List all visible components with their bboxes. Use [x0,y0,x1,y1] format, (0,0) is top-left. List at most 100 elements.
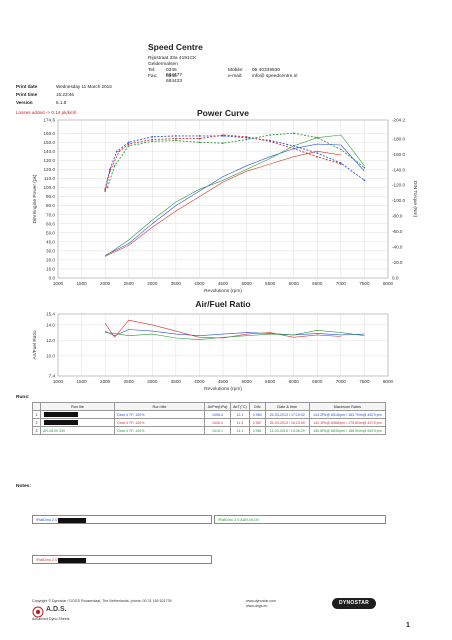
data-point [113,164,116,167]
data-point [127,141,130,144]
y-tick-label: 150.0 [44,140,56,145]
x-tick-label: 2000 [100,281,111,286]
ads-logo-icon [32,606,44,618]
y-tick-label: 160.0 [44,131,56,136]
ads-subtitle: Advanced Dyno Sheets [32,617,70,621]
data-point [175,137,177,140]
x-tick-label: 5000 [241,379,252,384]
data-point [127,143,130,145]
data-point [175,135,177,137]
print-time: 15:23:46 [56,92,74,97]
data-point [363,166,366,169]
x-tick-label: 1000 [53,281,64,286]
company-city: Geldermalsen [148,62,178,67]
table-row: 2 Gear 4 TF: 100% 1006.4 11.3 0.987 25-03-201… [32,418,387,427]
dynostar-logo: DYNOSTAR [332,598,376,609]
x-tick-label: 7500 [359,379,370,384]
data-point [222,134,224,136]
y2-tick-label: -160.0 [392,152,405,157]
email-value: info@ speedcentre.nl [252,74,298,79]
runs-header-pressure: AirPre(hPa) [204,402,231,411]
company-email: e-mail: info@ speedcentre.nl [228,74,297,79]
y-tick-label: 14.0 [46,322,55,327]
runs-header-max: Maximum Rates [308,402,387,411]
chart-title: Air/Fuel Ratio [195,299,250,309]
y2-tick-label: -120.0 [392,183,405,188]
y-tick-label: 120.0 [44,167,56,172]
run-cell-title: Gear 4 TF: 100% [114,418,205,427]
note-run-3: iFlatDino 2.0 AAR-06.00 [214,515,386,524]
company-address: Rijnstraat 33a 4191CK [148,56,197,61]
x-tick-label: 1000 [53,379,64,384]
data-point [104,190,106,192]
run-cell-pressure: 1006.4 [204,410,231,419]
fax-value: 0345 684433 [166,74,183,85]
y2-tick-label: -204.2 [392,118,405,123]
y-tick-label: 10.0 [46,267,55,272]
runs-table: Run file Run title AirPre(hPa) AirT(°C) … [32,402,387,435]
run-cell-file: AR-06.00.330 [40,426,115,435]
x-tick-label: 2500 [124,379,135,384]
run-cell-din: 0.980 [248,410,266,419]
air-fuel-chart: Air/Fuel Ratio 1000 1500 2000 2500 3000 3500 40… [32,299,394,392]
y-axis-label: DIN Engine Power (pk) [32,174,38,223]
tel-label: Tel: [148,68,156,73]
y-tick-label: 15.4 [46,312,55,317]
version-label: Version [16,100,33,105]
data-point [175,139,177,142]
x-tick-label: 8000 [383,281,394,286]
data-point [109,170,111,173]
mobile-value: 06 40339830 [252,68,281,73]
footer-copyright: Copyright © Dynostar / DOGS Roosendaal, … [32,599,172,603]
x-tick-label: 7500 [359,281,370,286]
data-point [222,142,224,144]
x-tick-label: 2000 [100,379,111,384]
y-tick-label: 40.0 [46,239,55,244]
y-axis-label: Air/Fuel Ratio [32,330,38,359]
print-date-label: Print date [16,84,38,89]
note-run-2-text: iFlatDino 2.0 [36,558,58,562]
y-tick-label: 174.6 [44,118,56,123]
x-tick-label: 2500 [124,281,135,286]
data-point [198,141,201,144]
y-tick-label: 12.0 [46,338,55,343]
y2-tick-label: -60.0 [392,229,403,234]
email-label: e-mail: [228,74,243,79]
run-cell-title: Gear 4 TF: 100% [114,410,205,419]
x-tick-label: 7000 [336,379,347,384]
data-point [245,136,248,138]
series-line [104,150,341,257]
y-tick-label: 7.4 [49,374,56,379]
y2-tick-label: -20.0 [392,260,403,265]
print-date: Wednesday 11 March 2015 [56,84,112,89]
ads-name: A.D.S. [46,606,67,613]
y-tick-label: 140.0 [44,149,56,154]
data-point [118,150,121,153]
run-cell-pressure: 1015.1 [204,426,231,435]
y2-axis-label: DIN Torque (Nm) [412,181,418,218]
x-tick-label: 4500 [218,379,229,384]
y-tick-label: 30.0 [46,248,55,253]
print-time-label: Print time [16,92,38,97]
data-point [245,138,248,141]
run-cell-file [40,418,115,427]
data-point [363,179,366,182]
run-cell-num: 3 [32,426,41,435]
mobile-label: Mobile: [228,68,244,73]
x-tick-label: 1500 [76,281,87,286]
data-point [151,138,154,141]
footer-web-2: www.dogs.eu [246,604,268,608]
page-number: 1 [406,622,410,629]
y2-tick-label: -140.0 [392,167,405,172]
run-cell-datetime: 25-03-2013 / 17:10:02 [264,410,310,419]
run-cell-max: 144.2Pk@ 6516rpm / 183.7Nm@ 4527rpm [308,410,387,419]
data-point [116,150,118,153]
data-point [151,136,154,138]
y2-tick-label: -40.0 [392,245,403,250]
y2-tick-label: -180.0 [392,136,405,141]
x-tick-label: 1500 [76,379,87,384]
run-cell-din: 0.987 [248,418,266,427]
redaction-bar [44,412,78,417]
fax-label: Fax: [148,74,158,79]
y-tick-label: 90.0 [46,194,55,199]
